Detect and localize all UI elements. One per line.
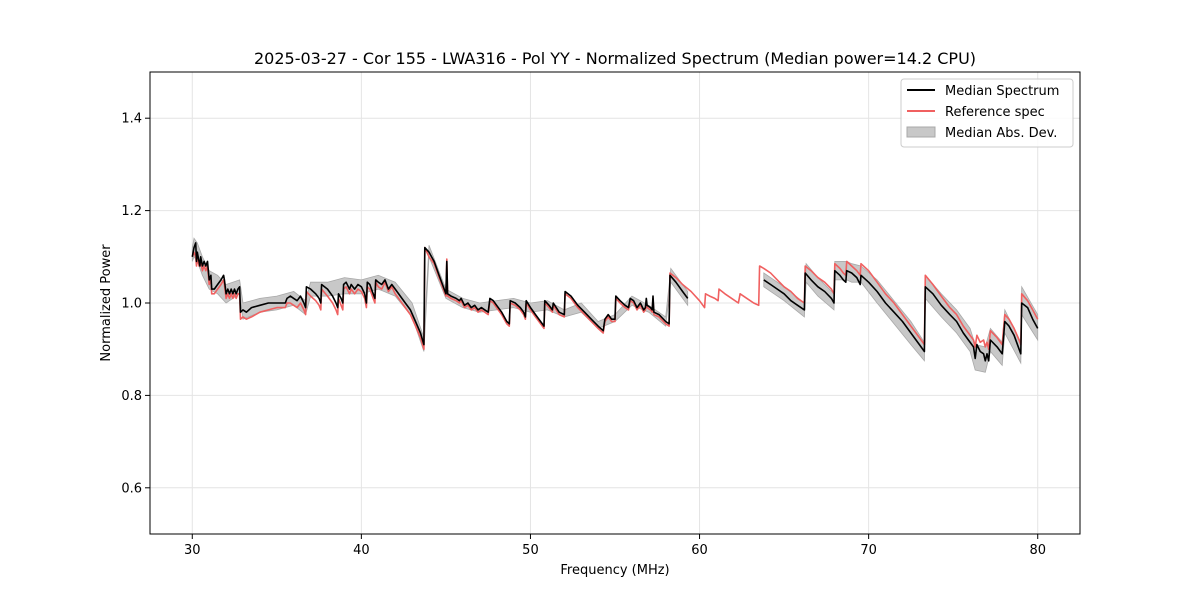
x-tick-label: 60 (691, 543, 708, 558)
x-tick-label: 80 (1029, 543, 1046, 558)
x-tick-label: 50 (522, 543, 539, 558)
legend-swatch-median-abs-dev (906, 126, 936, 138)
median-spectrum-line (763, 269, 1039, 362)
x-axis-label: Frequency (MHz) (560, 563, 669, 578)
y-tick-label: 0.6 (121, 481, 142, 496)
legend-label-reference-spec: Reference spec (945, 105, 1045, 120)
y-tick-label: 1.0 (121, 297, 142, 312)
x-axis-ticks: 30 40 50 60 70 80 (184, 534, 1046, 558)
mad-band-area (763, 260, 1039, 373)
legend-label-median-abs-dev: Median Abs. Dev. (945, 126, 1057, 141)
x-tick-label: 30 (184, 543, 201, 558)
reference-spec-line (191, 246, 1039, 351)
legend: Median Spectrum Reference spec Median Ab… (900, 78, 1074, 148)
y-axis-ticks: 0.6 0.8 1.0 1.2 1.4 (121, 112, 150, 496)
legend-box (900, 78, 1074, 148)
y-tick-label: 1.4 (121, 112, 142, 127)
y-tick-label: 1.2 (121, 204, 142, 219)
legend-label-median-spectrum: Median Spectrum (945, 84, 1059, 99)
x-tick-label: 70 (860, 543, 877, 558)
series-line-layer (191, 242, 1039, 362)
y-tick-label: 0.8 (121, 389, 142, 404)
x-tick-label: 40 (353, 543, 370, 558)
median-spectrum-line (191, 242, 689, 346)
y-axis-label: Normalized Power (99, 244, 114, 362)
chart-title: 2025-03-27 - Cor 155 - LWA316 - Pol YY -… (254, 49, 976, 68)
